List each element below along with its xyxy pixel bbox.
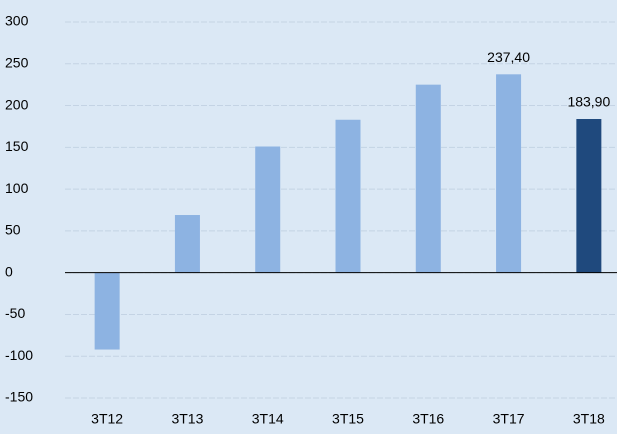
x-tick-label: 3T17 — [493, 411, 525, 427]
x-tick-label: 3T14 — [252, 411, 284, 427]
value-label: 237,40 — [487, 49, 530, 65]
y-tick-label: 200 — [5, 96, 29, 112]
x-tick-label: 3T12 — [91, 411, 123, 427]
x-tick-label: 3T16 — [412, 411, 444, 427]
bar — [255, 146, 281, 273]
y-tick-label: -100 — [5, 347, 33, 363]
bar — [174, 215, 200, 273]
bar — [576, 119, 602, 273]
x-tick-label: 3T15 — [332, 411, 364, 427]
bar — [415, 84, 441, 273]
y-tick-label: 250 — [5, 54, 29, 70]
value-label: 183,90 — [567, 94, 610, 110]
y-tick-label: 50 — [5, 222, 21, 238]
bar — [335, 119, 361, 273]
y-tick-label: 150 — [5, 138, 29, 154]
bar — [94, 272, 120, 350]
x-tick-label: 3T18 — [573, 411, 605, 427]
y-tick-label: 0 — [5, 263, 13, 279]
y-tick-label: 300 — [5, 13, 29, 29]
x-tick-label: 3T13 — [171, 411, 203, 427]
y-tick-label: 100 — [5, 180, 29, 196]
y-tick-label: -50 — [5, 305, 25, 321]
bar — [496, 74, 522, 273]
y-tick-label: -150 — [5, 389, 33, 405]
